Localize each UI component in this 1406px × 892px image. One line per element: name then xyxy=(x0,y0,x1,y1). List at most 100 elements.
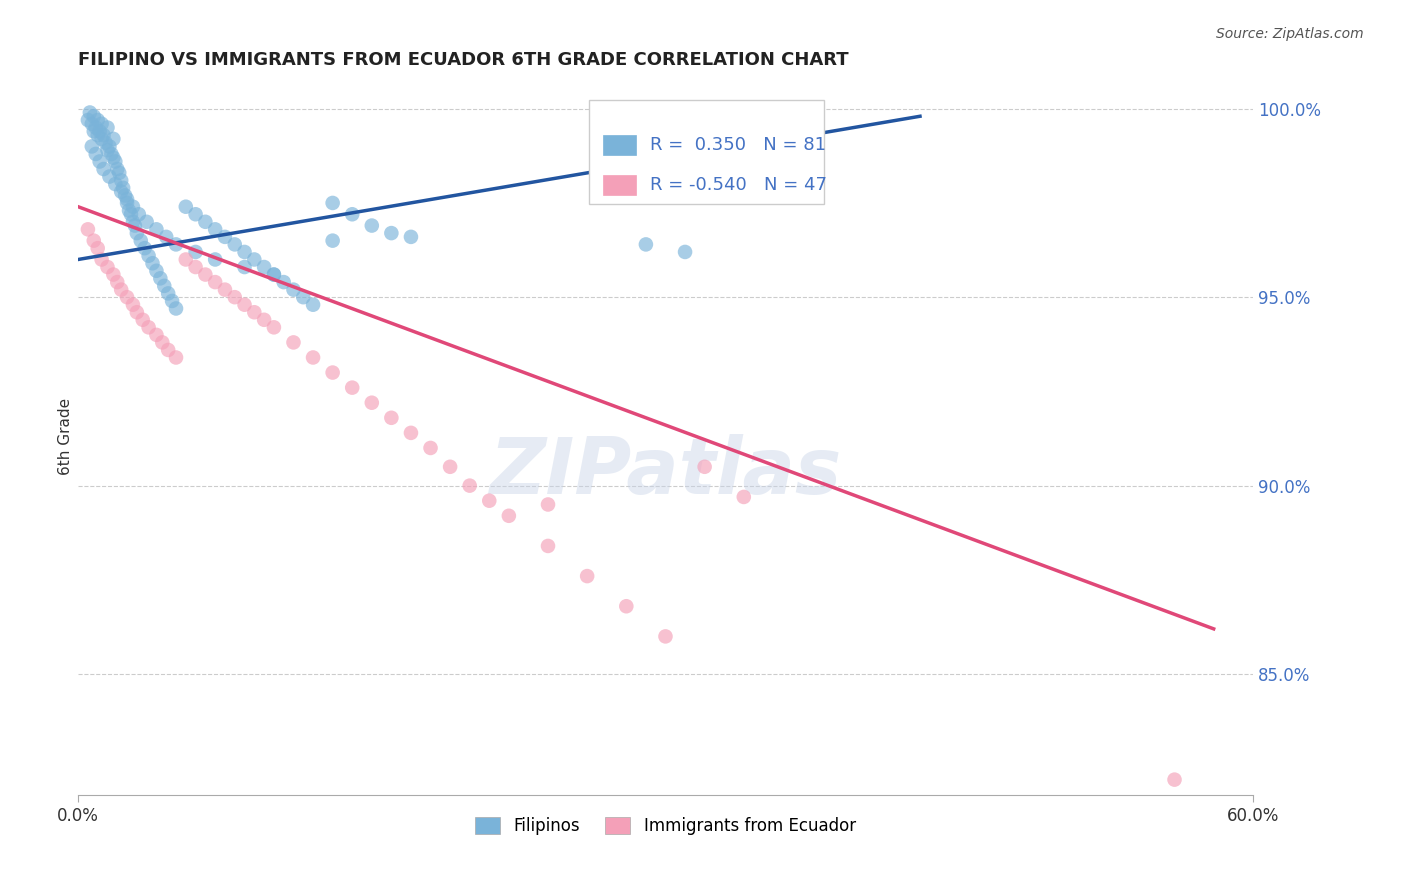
Point xyxy=(141,256,163,270)
Point xyxy=(98,139,121,153)
Y-axis label: 6th Grade: 6th Grade xyxy=(58,398,73,475)
Point xyxy=(138,320,160,334)
Point xyxy=(115,192,138,206)
Point xyxy=(233,260,256,274)
Point xyxy=(194,215,217,229)
Point xyxy=(263,320,285,334)
Text: FILIPINO VS IMMIGRANTS FROM ECUADOR 6TH GRADE CORRELATION CHART: FILIPINO VS IMMIGRANTS FROM ECUADOR 6TH … xyxy=(79,51,849,69)
Point xyxy=(89,154,111,169)
Point xyxy=(283,283,305,297)
Point xyxy=(263,268,285,282)
Point xyxy=(194,268,217,282)
Point xyxy=(112,181,135,195)
Point xyxy=(654,629,676,643)
Point xyxy=(204,222,226,236)
Point xyxy=(733,490,755,504)
Point xyxy=(103,268,125,282)
Point xyxy=(174,200,197,214)
Point xyxy=(104,177,127,191)
Point xyxy=(233,244,256,259)
Point xyxy=(120,207,142,221)
Point xyxy=(80,117,103,131)
Point xyxy=(204,252,226,267)
Point xyxy=(83,109,105,123)
Point xyxy=(93,161,115,176)
Point xyxy=(243,252,266,267)
Point xyxy=(90,132,112,146)
Text: R = -0.540   N = 47: R = -0.540 N = 47 xyxy=(650,177,827,194)
Point xyxy=(399,425,422,440)
Point xyxy=(214,283,236,297)
Point xyxy=(634,237,657,252)
Point xyxy=(342,381,364,395)
Point xyxy=(576,569,599,583)
Point xyxy=(153,278,176,293)
Point xyxy=(132,313,155,327)
Point xyxy=(478,493,501,508)
Point xyxy=(498,508,520,523)
Point xyxy=(145,264,167,278)
Point xyxy=(86,241,108,255)
Point xyxy=(122,200,145,214)
Point xyxy=(84,147,107,161)
Point xyxy=(125,305,148,319)
Point xyxy=(124,219,146,233)
FancyBboxPatch shape xyxy=(603,135,636,154)
Point xyxy=(90,252,112,267)
Point xyxy=(104,154,127,169)
Point xyxy=(98,169,121,184)
Point xyxy=(537,539,560,553)
Point xyxy=(122,215,145,229)
Point xyxy=(103,132,125,146)
Point xyxy=(1163,772,1185,787)
Point xyxy=(157,286,180,301)
Point xyxy=(103,151,125,165)
Point xyxy=(128,207,150,221)
Point xyxy=(90,117,112,131)
Point xyxy=(165,301,187,316)
Point xyxy=(134,241,156,255)
Point xyxy=(302,298,325,312)
Point xyxy=(80,139,103,153)
Point xyxy=(110,173,132,187)
Point xyxy=(110,283,132,297)
Point xyxy=(89,124,111,138)
Legend: Filipinos, Immigrants from Ecuador: Filipinos, Immigrants from Ecuador xyxy=(467,809,865,844)
Point xyxy=(273,275,295,289)
Point xyxy=(157,343,180,357)
Point xyxy=(149,271,172,285)
Point xyxy=(93,128,115,142)
Point xyxy=(118,203,141,218)
Point xyxy=(83,124,105,138)
Point xyxy=(105,161,128,176)
Point xyxy=(84,120,107,135)
Point xyxy=(233,298,256,312)
Point xyxy=(263,268,285,282)
Point xyxy=(380,226,402,240)
Point xyxy=(214,230,236,244)
Point xyxy=(419,441,441,455)
Point xyxy=(439,459,461,474)
Point xyxy=(165,351,187,365)
Point xyxy=(108,166,131,180)
Point xyxy=(399,230,422,244)
Point xyxy=(83,234,105,248)
Point xyxy=(292,290,315,304)
Point xyxy=(96,143,118,157)
Point xyxy=(165,237,187,252)
Point xyxy=(138,249,160,263)
FancyBboxPatch shape xyxy=(589,100,824,204)
Point xyxy=(77,222,100,236)
Point xyxy=(77,113,100,128)
Point xyxy=(129,234,152,248)
Point xyxy=(673,244,696,259)
Point xyxy=(322,196,344,211)
Point xyxy=(184,260,207,274)
Point xyxy=(184,207,207,221)
Point xyxy=(322,234,344,248)
Point xyxy=(322,366,344,380)
Point xyxy=(100,147,122,161)
Point xyxy=(145,327,167,342)
Point xyxy=(110,185,132,199)
Point xyxy=(105,275,128,289)
